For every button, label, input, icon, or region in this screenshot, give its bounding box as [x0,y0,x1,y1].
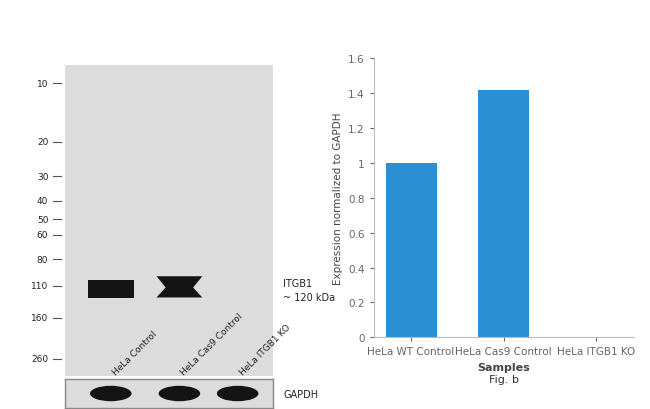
Text: GAPDH: GAPDH [283,389,318,398]
Text: 20: 20 [37,138,48,147]
Text: 160: 160 [31,313,48,322]
Text: 260: 260 [31,354,48,363]
Text: ITGB1
~ 120 kDa: ITGB1 ~ 120 kDa [283,278,335,302]
Text: HeLa Control: HeLa Control [111,329,159,376]
Ellipse shape [159,386,200,401]
Ellipse shape [90,386,131,401]
X-axis label: Samples: Samples [477,362,530,372]
Bar [478,91,529,337]
Bar [88,281,134,299]
Text: 60: 60 [37,231,48,240]
Text: 40: 40 [37,197,48,206]
Text: 10: 10 [37,80,48,89]
Text: 50: 50 [37,216,48,225]
Bar [385,164,437,337]
Text: Fig. b: Fig. b [489,374,519,384]
Ellipse shape [217,386,259,401]
Text: 110: 110 [31,282,48,291]
Text: 30: 30 [37,172,48,181]
Y-axis label: Expression normalized to GAPDH: Expression normalized to GAPDH [333,112,343,284]
Text: HeLa Cas9 Control: HeLa Cas9 Control [179,311,245,376]
Text: HeLa ITGB1 KO: HeLa ITGB1 KO [238,322,292,376]
Text: 80: 80 [37,255,48,264]
Polygon shape [157,276,202,298]
